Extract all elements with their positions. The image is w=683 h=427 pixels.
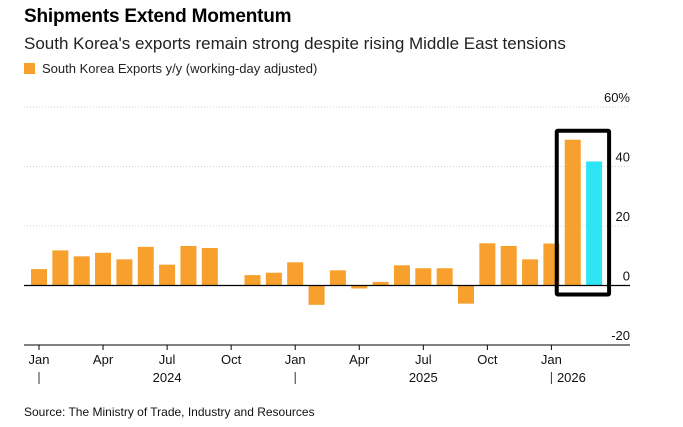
bar [180, 245, 197, 286]
bar [116, 259, 133, 286]
source-note: Source: The Ministry of Trade, Industry … [24, 405, 315, 419]
x-tick-label: Apr [93, 352, 114, 367]
y-tick-label: 60% [604, 90, 630, 105]
highlight-box [554, 128, 612, 297]
bar [436, 268, 453, 286]
legend-swatch [24, 63, 35, 74]
bar [564, 139, 581, 286]
bar [479, 243, 496, 286]
bar [201, 248, 218, 286]
legend-label: South Korea Exports y/y (working-day adj… [42, 61, 318, 76]
bar [329, 270, 346, 286]
year-label: 2024 [153, 370, 182, 385]
x-tick-label: Apr [349, 352, 370, 367]
bar [95, 252, 112, 286]
bar [351, 285, 368, 289]
bar [372, 281, 389, 286]
bar [308, 285, 325, 305]
bar [500, 245, 517, 286]
year-label: 2026 [557, 370, 586, 385]
bar [73, 256, 90, 286]
y-tick-label: 20 [616, 209, 630, 224]
x-tick-label: Jul [159, 352, 176, 367]
x-tick-label: Jan [29, 352, 50, 367]
y-tick-label: 40 [616, 150, 630, 165]
x-tick-label: Jul [415, 352, 432, 367]
chart-subtitle: South Korea's exports remain strong desp… [24, 34, 566, 53]
bar [522, 259, 539, 286]
y-tick-label: 0 [623, 269, 630, 284]
bar [287, 262, 304, 286]
bar [265, 272, 282, 286]
bar [159, 264, 176, 286]
bar [52, 250, 69, 286]
bar [586, 161, 603, 286]
bar [31, 269, 47, 286]
bar [137, 246, 154, 286]
year-label: 2025 [409, 370, 438, 385]
x-tick-label: Oct [221, 352, 242, 367]
x-tick-label: Jan [285, 352, 306, 367]
legend: South Korea Exports y/y (working-day adj… [24, 61, 317, 76]
bar [393, 265, 410, 286]
y-tick-label: -20 [611, 328, 630, 343]
x-tick-label: Oct [477, 352, 498, 367]
bar [458, 285, 474, 304]
chart-title: Shipments Extend Momentum [24, 6, 292, 27]
bar [244, 275, 261, 286]
bar [415, 268, 432, 286]
x-tick-label: Jan [541, 352, 562, 367]
